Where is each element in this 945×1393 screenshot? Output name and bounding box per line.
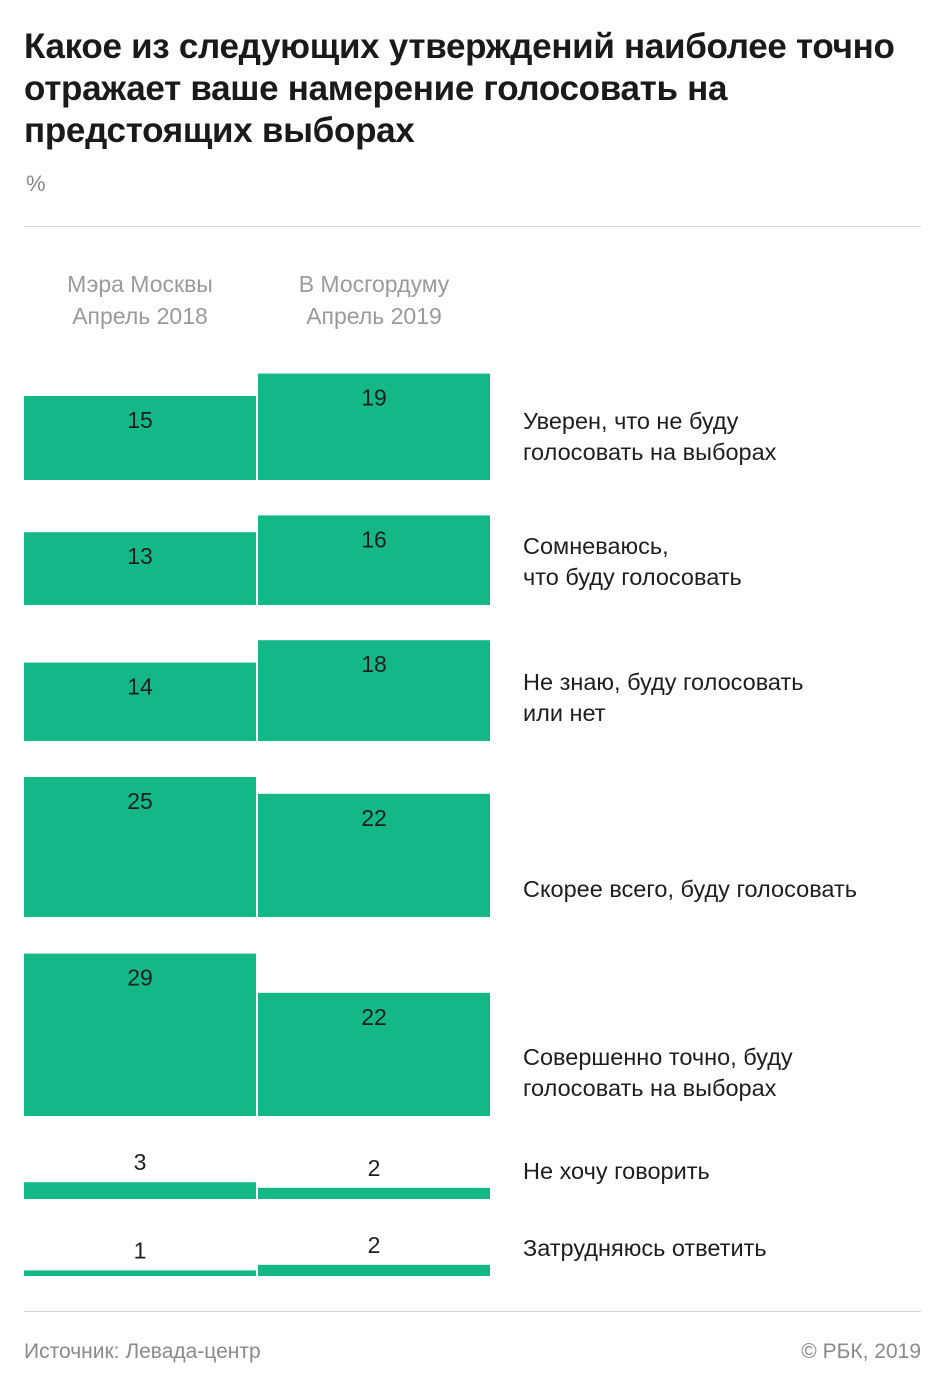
value-label-2019-cat4: 22 — [361, 805, 387, 831]
bar-2018-cat4 — [24, 777, 256, 917]
value-label-2019-cat7: 2 — [368, 1232, 381, 1258]
series-header-2019-line1: В Мосгордуму — [298, 271, 450, 297]
bar-2019-cat7 — [258, 1264, 490, 1276]
category-label-2: Сомневаюсь, что буду голосовать — [523, 533, 742, 590]
series-header-2018: Мэра Москвы Апрель 2018 — [24, 268, 256, 332]
series-header-2018-line2: Апрель 2018 — [72, 303, 208, 329]
category-label-6: Не хочу говорить — [523, 1158, 710, 1184]
bar-2019-cat1 — [258, 373, 490, 480]
series-header-2019: В Мосгордуму Апрель 2019 — [258, 268, 490, 332]
value-label-2018-cat2: 13 — [127, 543, 153, 569]
series-header-2019-line2: Апрель 2019 — [306, 303, 442, 329]
bar-2018-cat5 — [24, 953, 256, 1116]
value-label-2018-cat3: 14 — [127, 674, 153, 700]
series-header-2018-line1: Мэра Москвы — [67, 271, 213, 297]
category-label-1: Уверен, что не буду голосовать на выбора… — [523, 408, 777, 465]
value-label-2018-cat7: 1 — [134, 1237, 147, 1263]
bar-2018-cat2 — [24, 532, 256, 605]
bar-2018-cat6 — [24, 1182, 256, 1199]
bottom-divider — [24, 1311, 921, 1312]
value-label-2019-cat2: 16 — [361, 526, 387, 552]
copyright-note: © РБК, 2019 — [801, 1340, 921, 1363]
value-label-2019-cat3: 18 — [361, 651, 387, 677]
category-label-4: Скорее всего, буду голосовать — [523, 876, 857, 902]
bar-2018-cat7 — [24, 1270, 256, 1276]
value-label-2019-cat6: 2 — [368, 1155, 381, 1181]
bar-2019-cat6 — [258, 1187, 490, 1199]
top-divider — [24, 226, 921, 227]
bar-2019-cat3 — [258, 640, 490, 741]
category-label-3: Не знаю, буду голосовать или нет — [523, 669, 804, 726]
category-label-7: Затрудняюсь ответить — [523, 1235, 767, 1261]
unit-label: % — [26, 171, 46, 196]
value-label-2018-cat6: 3 — [134, 1149, 147, 1175]
bar-2018-cat3 — [24, 662, 256, 741]
bar-2019-cat2 — [258, 515, 490, 605]
bar-2018-cat1 — [24, 396, 256, 480]
value-label-2018-cat1: 15 — [127, 407, 153, 433]
value-label-2019-cat5: 22 — [361, 1004, 387, 1030]
value-label-2018-cat4: 25 — [127, 788, 153, 814]
value-label-2019-cat1: 19 — [361, 385, 387, 411]
value-label-2018-cat5: 29 — [127, 965, 153, 991]
chart-title: Какое из следующих утверждений наиболее … — [24, 27, 895, 150]
bar-2019-cat5 — [258, 992, 490, 1116]
source-note: Источник: Левада-центр — [24, 1340, 261, 1363]
category-label-5: Совершенно точно, буду голосовать на выб… — [523, 1044, 793, 1101]
bar-2019-cat4 — [258, 793, 490, 917]
